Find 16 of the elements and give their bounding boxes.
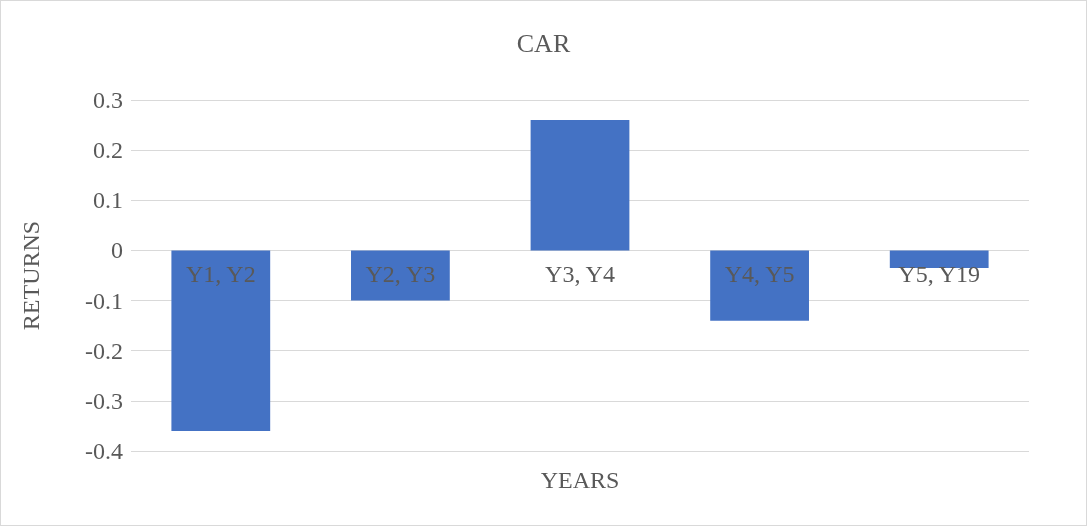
y-tick-label: -0.4 bbox=[85, 438, 123, 464]
chart-title: CAR bbox=[516, 28, 571, 58]
x-tick-label: Y3, Y4 bbox=[545, 261, 615, 288]
y-axis-title: RETURNS bbox=[18, 220, 44, 331]
y-tick-label: -0.2 bbox=[85, 337, 123, 364]
y-tick-label: -0.1 bbox=[85, 287, 123, 314]
y-tick-label: 0.1 bbox=[93, 187, 123, 214]
x-axis-title: YEARS bbox=[540, 467, 620, 494]
x-tick-label: Y5, Y19 bbox=[898, 261, 981, 288]
y-tick-label: 0.2 bbox=[93, 137, 123, 164]
x-tick-label: Y1, Y2 bbox=[185, 261, 256, 288]
y-tick-label: 0.3 bbox=[93, 87, 123, 113]
y-tick-label: -0.3 bbox=[85, 387, 123, 414]
x-tick-label: Y4, Y5 bbox=[724, 261, 795, 288]
y-tick-label: 0 bbox=[111, 237, 123, 264]
x-tick-label: Y2, Y3 bbox=[365, 261, 436, 288]
